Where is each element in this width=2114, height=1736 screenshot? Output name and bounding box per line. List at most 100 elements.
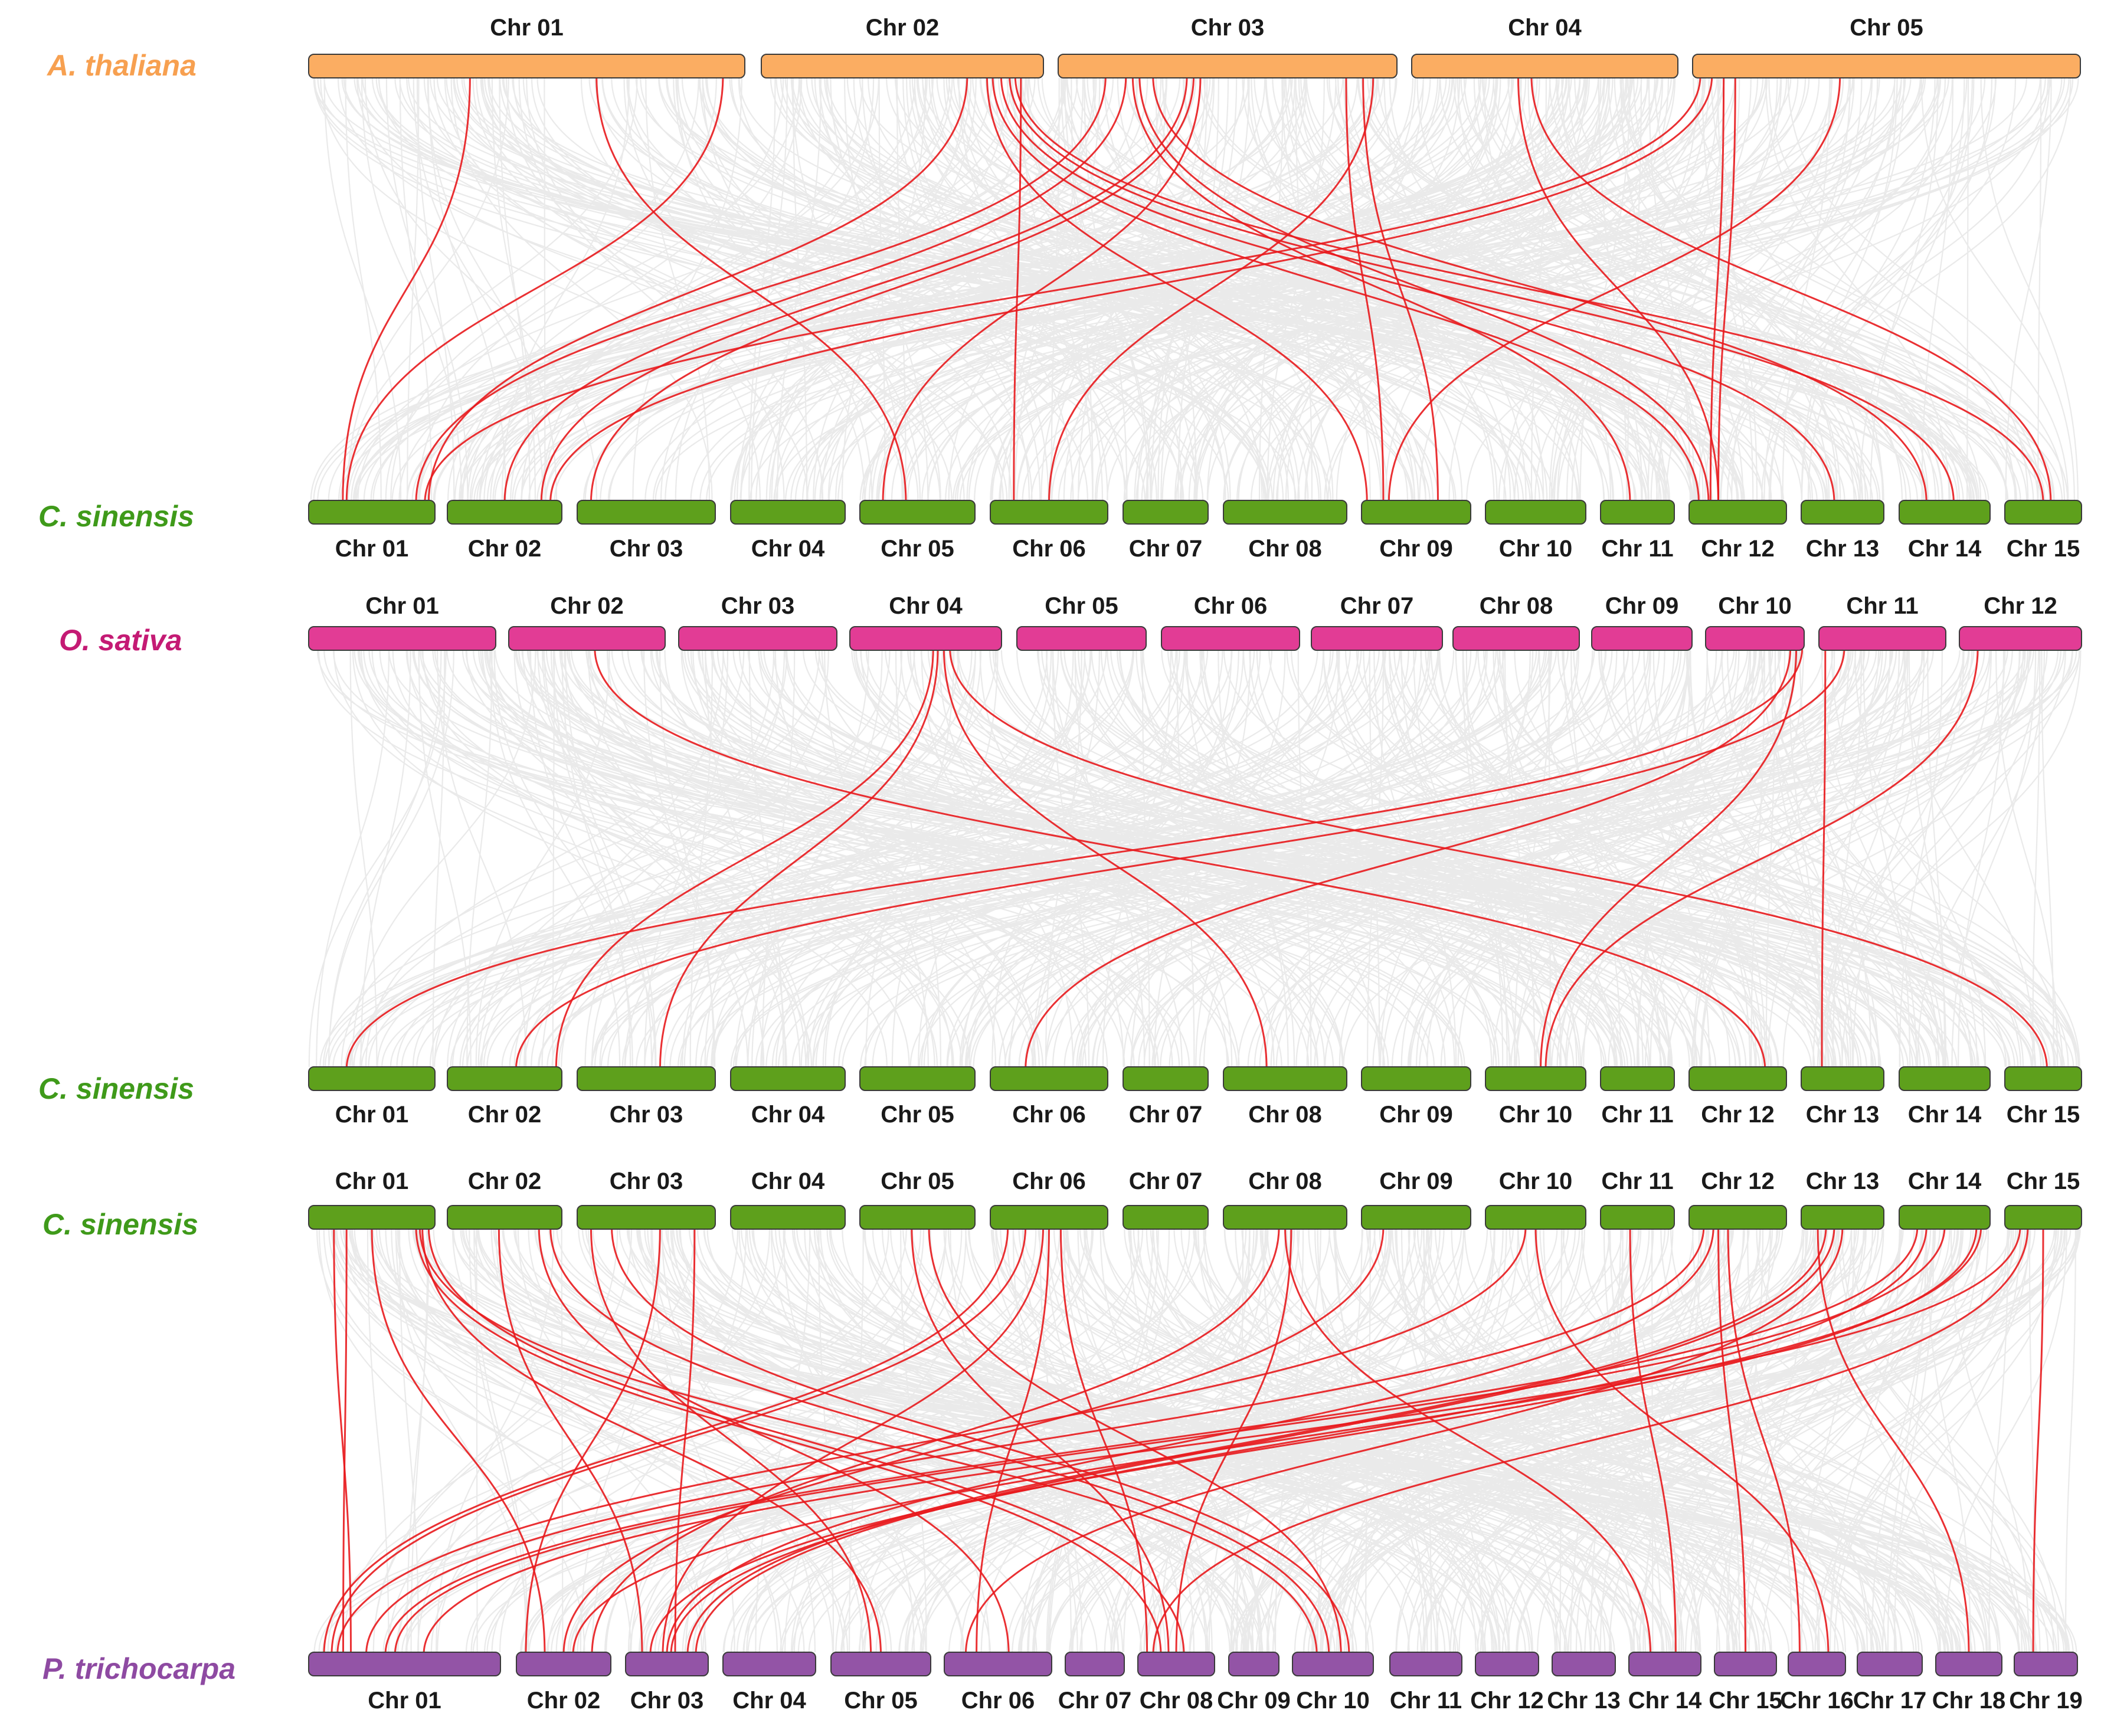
chromosome-bar-o-sativa-row3-1	[308, 626, 496, 651]
chromosome-bar-c-sinensis-row4-4	[730, 1066, 846, 1091]
chromosome-bar-p-trichocarpa-row6-10	[1292, 1652, 1374, 1676]
synteny-link-panel3-35	[695, 1226, 1835, 1655]
chromosome-label-row5-4: Chr 04	[751, 1168, 825, 1194]
synteny-link-panel1-4	[427, 75, 968, 503]
synteny-link-panel2-4	[943, 647, 1268, 1070]
chromosome-label-row6-9: Chr 09	[1217, 1688, 1291, 1714]
background-synteny-links	[308, 77, 2082, 1653]
synteny-link-panel3-19	[662, 1226, 1044, 1655]
synteny-link-panel3-25	[562, 1226, 1385, 1655]
chromosome-label-row4-1: Chr 01	[335, 1102, 409, 1128]
chromosome-bar-c-sinensis-row2-4	[730, 500, 846, 525]
chromosome-bar-a-thaliana-row1-2	[761, 54, 1044, 78]
synteny-link-panel3-7	[371, 1226, 546, 1655]
chromosome-bar-o-sativa-row3-6	[1161, 626, 1300, 651]
synteny-link-panel3-17	[323, 1226, 1009, 1655]
chromosome-bar-o-sativa-row3-4	[849, 626, 1002, 651]
chromosome-label-row6-13: Chr 13	[1547, 1688, 1621, 1714]
chromosome-bar-p-trichocarpa-row6-16	[1788, 1652, 1846, 1676]
chromosome-label-row1-2: Chr 02	[866, 15, 940, 41]
chromosome-label-row3-1: Chr 01	[365, 593, 439, 619]
chromosome-label-row3-11: Chr 11	[1846, 593, 1918, 619]
synteny-link-panel2-2	[555, 647, 934, 1070]
synteny-link-panel3-8	[498, 1226, 643, 1655]
chromosome-label-row3-2: Chr 02	[550, 593, 624, 619]
synteny-link-panel1-1	[342, 75, 471, 503]
synteny-link-panel1-13	[1131, 75, 1631, 503]
synteny-link-panel3-16	[928, 1226, 1342, 1655]
chromosome-bar-c-sinensis-row5-14	[1899, 1205, 1991, 1230]
synteny-link-panel3-27	[1534, 1226, 1830, 1655]
chromosome-bar-p-trichocarpa-row6-8	[1137, 1652, 1215, 1676]
chromosome-bar-c-sinensis-row2-5	[859, 500, 976, 525]
chromosome-bar-c-sinensis-row5-6	[990, 1205, 1108, 1230]
chromosome-bar-p-trichocarpa-row6-12	[1475, 1652, 1539, 1676]
chromosome-bar-p-trichocarpa-row6-3	[625, 1652, 709, 1676]
synteny-link-panel3-28	[1629, 1226, 1677, 1655]
chromosome-bar-c-sinensis-row5-3	[577, 1205, 716, 1230]
synteny-link-panel1-20	[1362, 75, 1439, 503]
chromosome-bar-c-sinensis-row5-5	[859, 1205, 976, 1230]
chromosome-bar-o-sativa-row3-7	[1311, 626, 1443, 651]
synteny-link-panel3-43	[1152, 1226, 2029, 1655]
synteny-link-panel1-2	[595, 75, 907, 503]
synteny-link-panel1-11	[415, 75, 1107, 503]
chromosome-label-row6-5: Chr 05	[844, 1688, 918, 1714]
synteny-link-panel2-6	[345, 647, 1804, 1070]
chromosome-bar-p-trichocarpa-row6-4	[722, 1652, 816, 1676]
chromosome-label-row4-12: Chr 12	[1701, 1102, 1775, 1128]
chromosome-label-row6-19: Chr 19	[2009, 1688, 2083, 1714]
chromosome-bar-p-trichocarpa-row6-15	[1714, 1652, 1777, 1676]
chromosome-bar-o-sativa-row3-10	[1705, 626, 1805, 651]
species-label-o-sativa: O. sativa	[59, 624, 182, 657]
chromosome-bar-p-trichocarpa-row6-13	[1552, 1652, 1616, 1676]
chromosome-label-row3-4: Chr 04	[889, 593, 963, 619]
chromosome-label-row5-1: Chr 01	[335, 1168, 409, 1194]
species-label-c-sinensis-2: C. sinensis	[38, 1072, 194, 1105]
chromosome-bar-c-sinensis-row4-11	[1600, 1066, 1675, 1091]
synteny-link-panel1-18	[882, 75, 1202, 503]
chromosome-bar-c-sinensis-row4-7	[1123, 1066, 1209, 1091]
chromosome-label-row3-5: Chr 05	[1045, 593, 1118, 619]
chromosome-bar-p-trichocarpa-row6-19	[2014, 1652, 2078, 1676]
chromosome-bar-p-trichocarpa-row6-9	[1228, 1652, 1279, 1676]
chromosome-bar-c-sinensis-row2-8	[1223, 500, 1347, 525]
synteny-link-panel2-5	[949, 647, 2048, 1070]
chromosome-bar-a-thaliana-row1-3	[1058, 54, 1398, 78]
chromosome-label-row4-3: Chr 03	[610, 1102, 683, 1128]
chromosome-bar-c-sinensis-row2-11	[1600, 500, 1675, 525]
chromosome-bar-c-sinensis-row5-7	[1123, 1205, 1209, 1230]
synteny-link-panel3-22	[1175, 1226, 1292, 1655]
chromosome-label-row6-14: Chr 14	[1628, 1688, 1702, 1714]
synteny-link-panel2-3	[659, 647, 939, 1070]
chromosome-bar-c-sinensis-row4-1	[308, 1066, 436, 1091]
chromosome-bar-c-sinensis-row2-9	[1361, 500, 1471, 525]
synteny-link-panel3-42	[423, 1226, 2021, 1655]
synteny-link-panel1-22	[1517, 75, 1719, 503]
chromosome-label-row6-16: Chr 16	[1780, 1688, 1854, 1714]
synteny-link-panel1-21	[1048, 75, 1375, 503]
synteny-link-panel1-24	[424, 75, 1701, 503]
chromosome-label-row5-10: Chr 10	[1499, 1168, 1573, 1194]
background-links-panel-2	[308, 650, 2082, 1067]
chromosome-label-row5-5: Chr 05	[881, 1168, 954, 1194]
synteny-link-panel3-21	[1059, 1226, 1148, 1655]
synteny-link-panel1-12	[503, 75, 1127, 503]
chromosome-label-row6-15: Chr 15	[1709, 1688, 1782, 1714]
chromosome-label-row4-8: Chr 08	[1248, 1102, 1322, 1128]
chromosome-bar-c-sinensis-row2-10	[1485, 500, 1586, 525]
chromosome-label-row1-3: Chr 03	[1191, 15, 1265, 41]
synteny-link-panel3-33	[686, 1226, 1827, 1655]
synteny-link-panel3-13	[525, 1226, 661, 1655]
chromosome-bar-c-sinensis-row5-15	[2004, 1205, 2082, 1230]
chromosome-bar-c-sinensis-row5-4	[730, 1205, 846, 1230]
chromosome-label-row5-6: Chr 06	[1012, 1168, 1086, 1194]
chromosome-bar-c-sinensis-row4-13	[1801, 1066, 1884, 1091]
chromosome-bar-o-sativa-row3-11	[1818, 626, 1946, 651]
chromosome-label-row4-10: Chr 10	[1499, 1102, 1573, 1128]
chromosome-label-row6-7: Chr 07	[1058, 1688, 1132, 1714]
chromosome-label-row3-12: Chr 12	[1984, 593, 2057, 619]
synteny-link-panel3-36	[964, 1226, 1844, 1655]
synteny-link-panel3-37	[384, 1226, 1919, 1655]
chromosome-bar-p-trichocarpa-row6-6	[944, 1652, 1052, 1676]
